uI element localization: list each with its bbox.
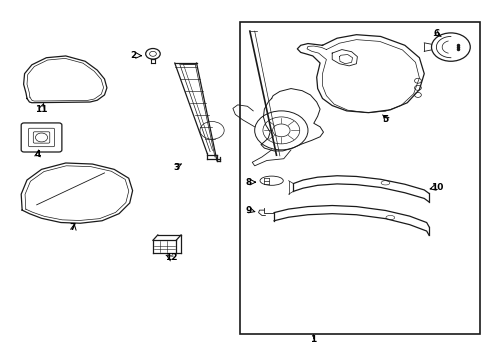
Text: 7: 7	[70, 223, 76, 232]
Text: 3: 3	[173, 163, 179, 172]
Text: 8: 8	[246, 177, 252, 186]
Text: 6: 6	[433, 29, 440, 38]
Text: 4: 4	[34, 150, 41, 159]
Text: 10: 10	[431, 183, 443, 192]
Text: 2: 2	[130, 51, 137, 60]
Text: 12: 12	[165, 253, 177, 262]
Text: 9: 9	[245, 206, 251, 215]
Text: 11: 11	[35, 105, 48, 114]
Text: 1: 1	[310, 335, 316, 344]
Bar	[240, 22, 480, 334]
Text: 5: 5	[382, 114, 389, 123]
